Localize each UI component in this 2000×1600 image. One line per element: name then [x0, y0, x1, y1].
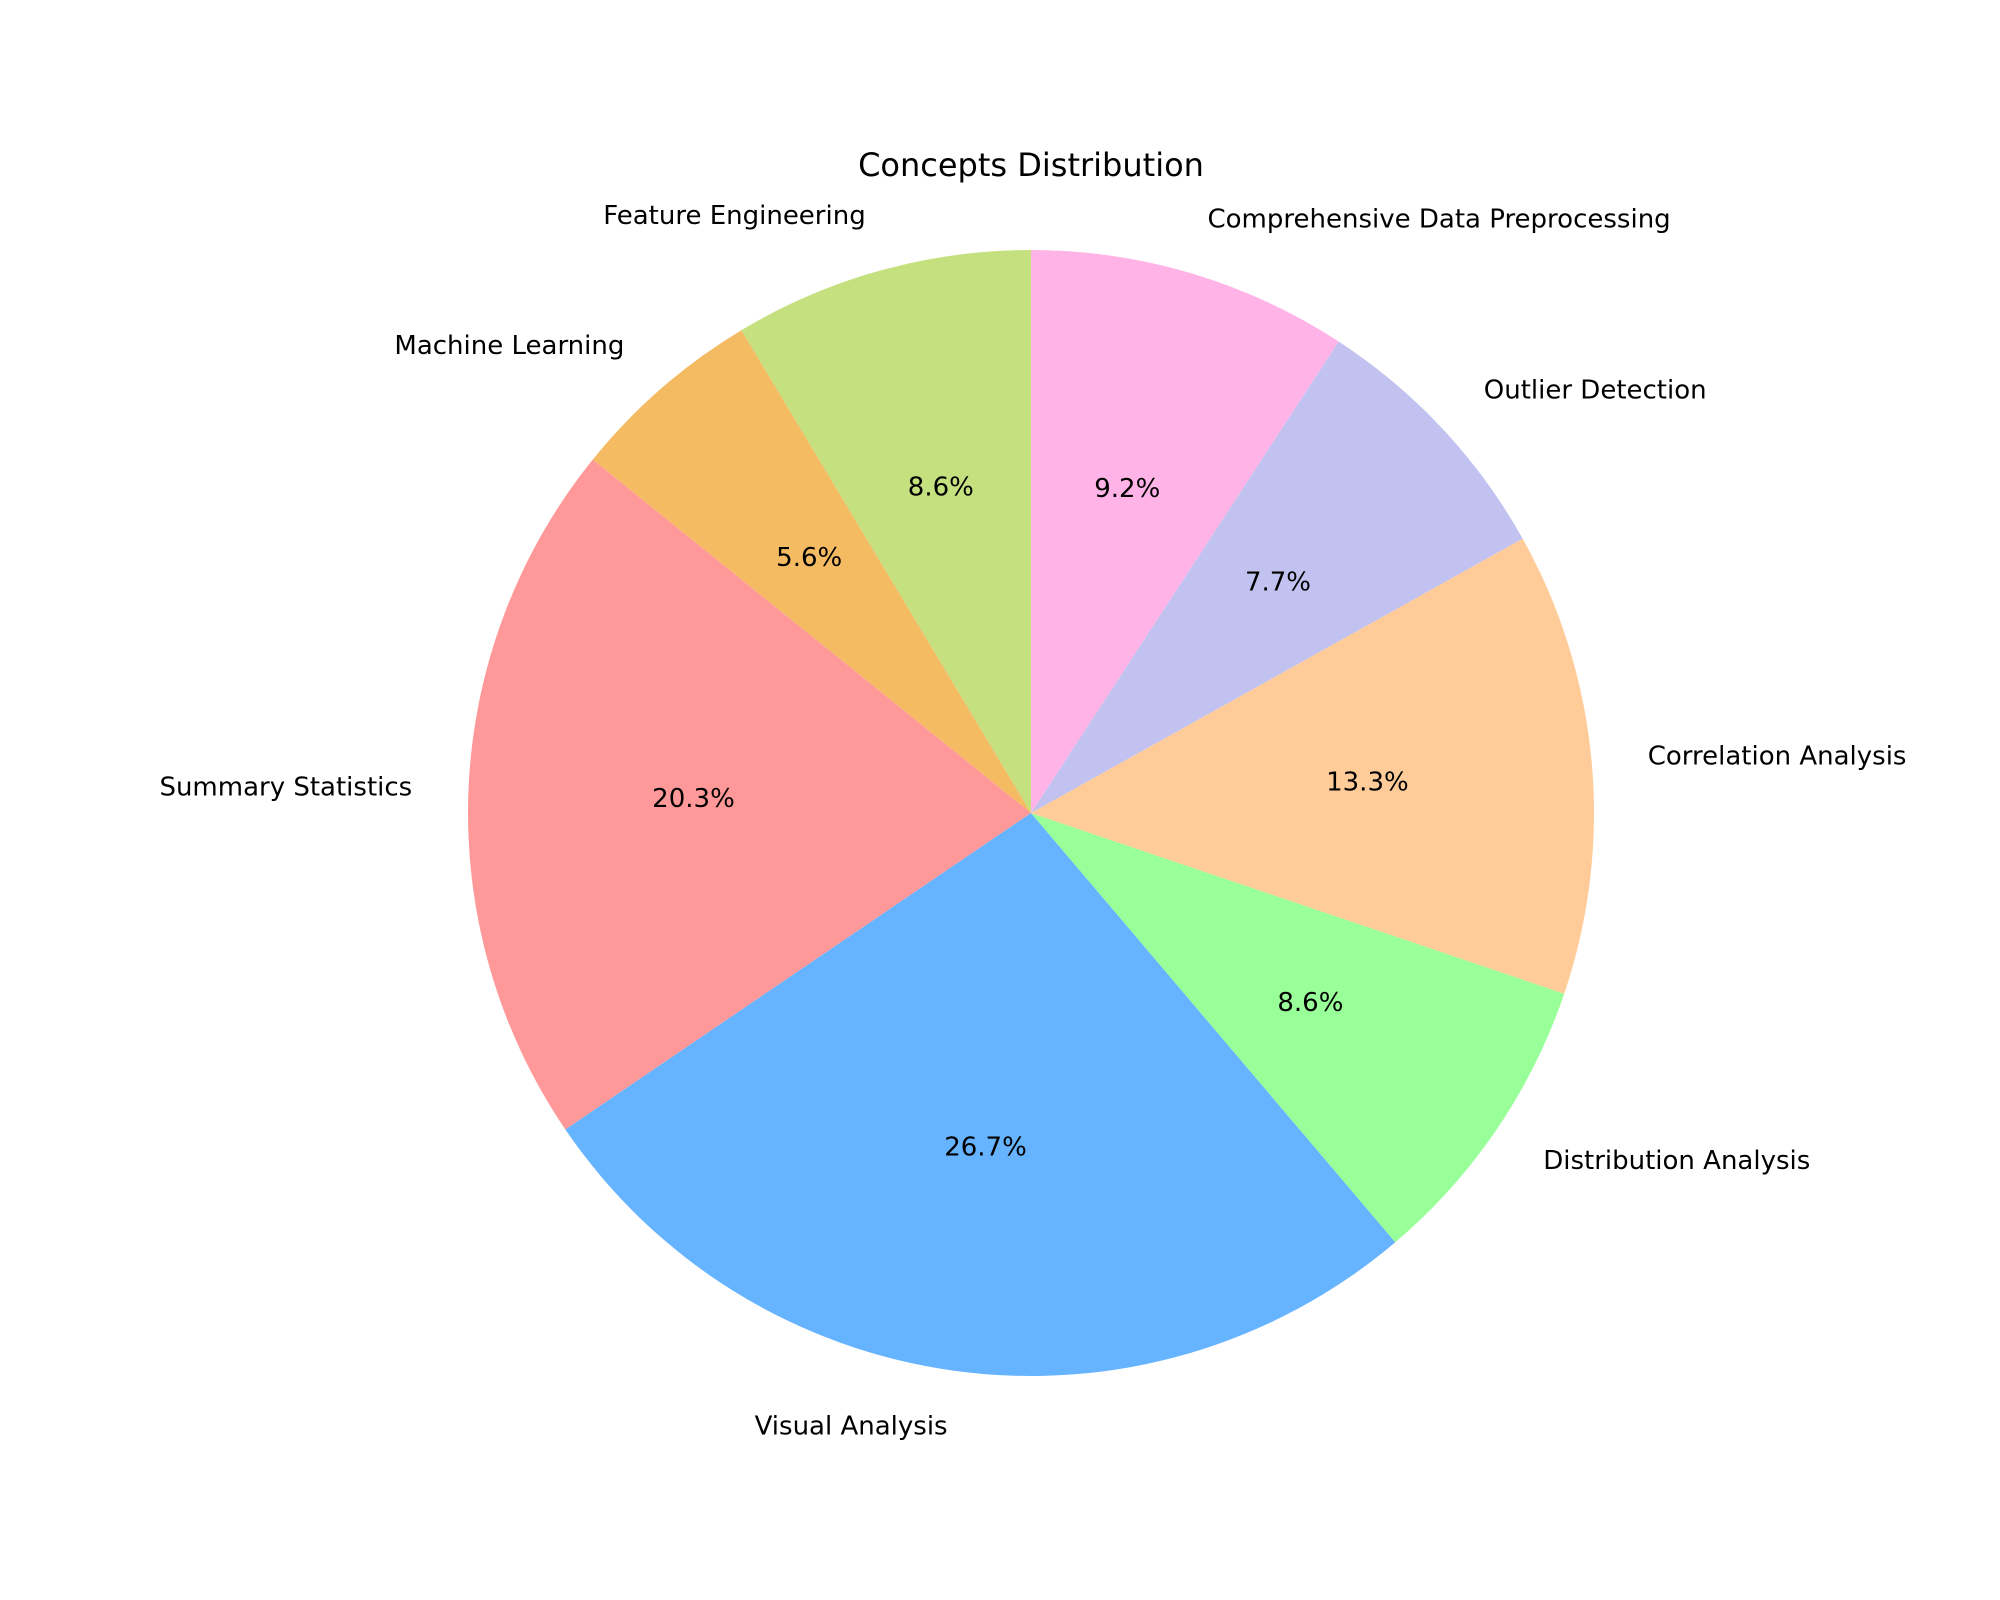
percent-label-distribution-analysis: 8.6%	[1277, 988, 1343, 1018]
pie-slice-summary-statistics	[467, 459, 1031, 1130]
slice-label-distribution-analysis: Distribution Analysis	[1543, 1146, 1810, 1176]
pie-slice-visual-analysis	[565, 813, 1396, 1377]
pie-slices	[467, 250, 1594, 1377]
pie-slice-comprehensive-data-preprocessing	[1031, 250, 1339, 813]
slice-label-comprehensive-data-preprocessing: Comprehensive Data Preprocessing	[1208, 204, 1671, 234]
percent-label-feature-engineering: 8.6%	[908, 472, 974, 502]
percent-label-correlation-analysis: 13.3%	[1326, 767, 1409, 797]
slice-label-summary-statistics: Summary Statistics	[159, 773, 412, 803]
percent-label-machine-learning: 5.6%	[776, 543, 842, 573]
chart-title: Concepts Distribution	[858, 146, 1204, 184]
pie-slice-outlier-detection	[1031, 341, 1523, 813]
pie-slice-machine-learning	[592, 330, 1031, 813]
slice-label-machine-learning: Machine Learning	[394, 331, 624, 361]
slice-labels: Feature Engineering Machine Learning Summa…	[159, 201, 1906, 1441]
pie-slice-distribution-analysis	[1031, 813, 1565, 1243]
percent-label-summary-statistics: 20.3%	[652, 784, 735, 814]
slice-label-correlation-analysis: Correlation Analysis	[1648, 742, 1907, 772]
slice-label-outlier-detection: Outlier Detection	[1484, 375, 1707, 405]
slice-label-feature-engineering: Feature Engineering	[603, 201, 866, 231]
percent-label-visual-analysis: 26.7%	[944, 1133, 1027, 1163]
percent-label-comprehensive-data-preprocessing: 9.2%	[1094, 474, 1160, 504]
percent-label-outlier-detection: 7.7%	[1245, 568, 1311, 598]
pie-slice-feature-engineering	[741, 250, 1031, 813]
slice-label-visual-analysis: Visual Analysis	[755, 1412, 948, 1442]
pie-slice-correlation-analysis	[1031, 538, 1594, 994]
percent-labels: 8.6% 5.6% 20.3% 26.7% 8.6% 13.3% 7.7% 9.2%	[652, 472, 1409, 1162]
